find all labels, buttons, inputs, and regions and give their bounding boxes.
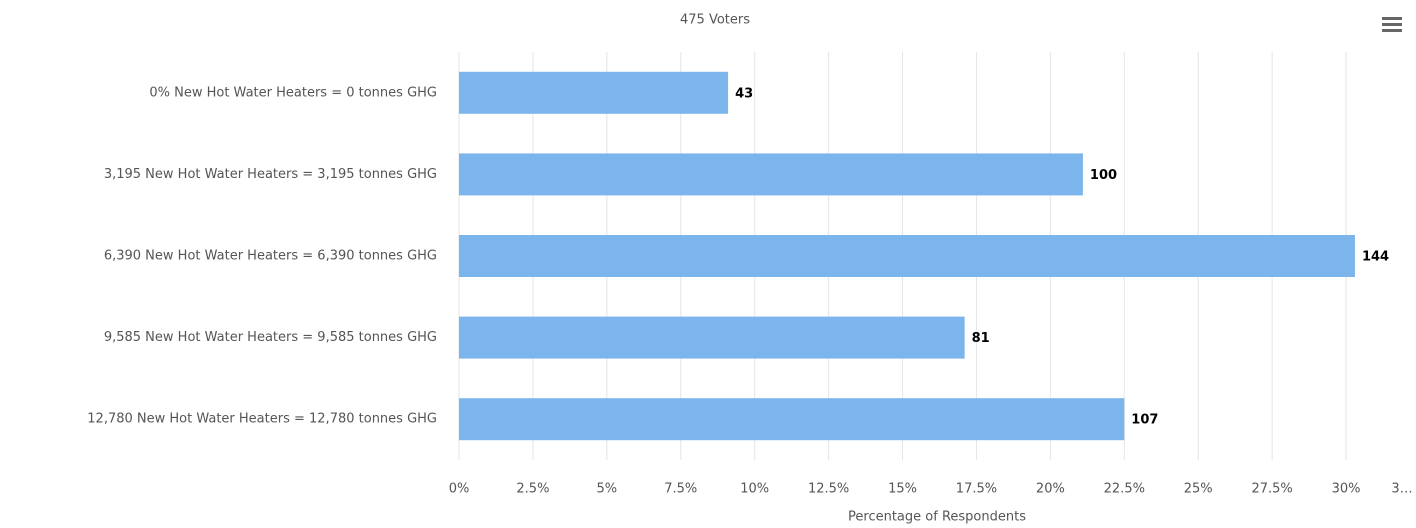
x-tick-label: 12.5% bbox=[808, 482, 849, 497]
y-tick-label: 9,585 New Hot Water Heaters = 9,585 tonn… bbox=[104, 330, 437, 345]
x-tick-label: 17.5% bbox=[956, 482, 997, 497]
x-tick-label: 0% bbox=[449, 482, 470, 497]
menu-icon-line bbox=[1382, 29, 1402, 32]
data-label: 107 bbox=[1131, 413, 1158, 428]
data-label: 43 bbox=[735, 86, 753, 101]
menu-icon-line bbox=[1382, 23, 1402, 26]
x-tick-label: 30% bbox=[1332, 482, 1361, 497]
y-tick-label: 12,780 New Hot Water Heaters = 12,780 to… bbox=[87, 412, 437, 427]
x-tick-label: 25% bbox=[1184, 482, 1213, 497]
chart-title: 475 Voters bbox=[680, 13, 750, 28]
bar bbox=[459, 235, 1355, 277]
x-tick-label: 3… bbox=[1391, 482, 1412, 497]
x-tick-label: 10% bbox=[740, 482, 769, 497]
y-tick-label: 3,195 New Hot Water Heaters = 3,195 tonn… bbox=[104, 167, 437, 182]
data-label: 100 bbox=[1090, 168, 1117, 183]
bar bbox=[459, 398, 1125, 441]
data-label: 81 bbox=[972, 331, 990, 346]
x-axis-title: Percentage of Respondents bbox=[848, 510, 1026, 525]
y-tick-label: 0% New Hot Water Heaters = 0 tonnes GHG bbox=[149, 85, 437, 100]
x-tick-label: 7.5% bbox=[664, 482, 697, 497]
menu-icon-line bbox=[1382, 17, 1402, 20]
x-tick-label: 20% bbox=[1036, 482, 1065, 497]
x-tick-label: 5% bbox=[597, 482, 618, 497]
x-tick-label: 27.5% bbox=[1251, 482, 1292, 497]
x-tick-label: 15% bbox=[888, 482, 917, 497]
data-label: 144 bbox=[1362, 250, 1389, 265]
bar bbox=[459, 316, 965, 359]
bar bbox=[459, 71, 729, 114]
x-tick-label: 22.5% bbox=[1104, 482, 1145, 497]
menu-button[interactable] bbox=[1378, 12, 1406, 36]
bar bbox=[459, 153, 1083, 196]
x-tick-label: 2.5% bbox=[516, 482, 549, 497]
y-tick-label: 6,390 New Hot Water Heaters = 6,390 tonn… bbox=[104, 249, 437, 264]
